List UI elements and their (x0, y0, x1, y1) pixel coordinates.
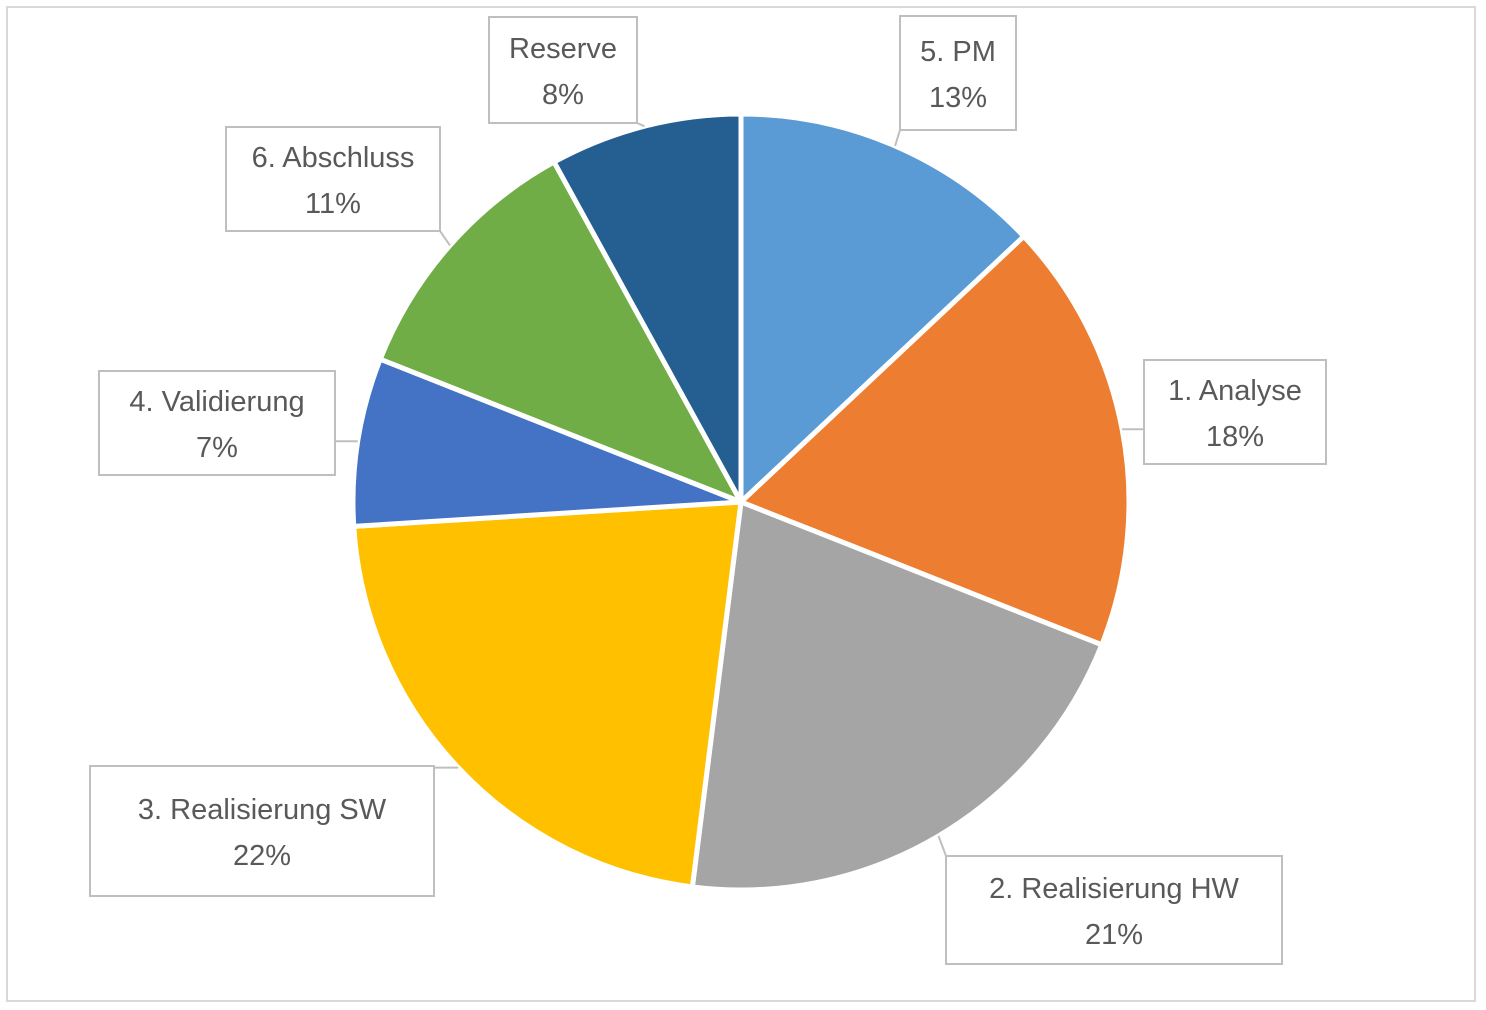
slice-name-label: 3. Realisierung SW (138, 794, 387, 826)
slice-name-label: 2. Realisierung HW (989, 873, 1239, 905)
slice-name-label: 5. PM (920, 36, 996, 68)
pie-slices (350, 111, 1132, 893)
pie-slice-2-realisierung-hw (689, 499, 1105, 893)
callout-reserve: Reserve 8% (488, 16, 645, 128)
callout-4-validierung: 4. Validierung 7% (98, 370, 358, 476)
callout-leader-line (636, 122, 645, 128)
callout-box (89, 765, 435, 897)
slice-percent-label: 18% (1206, 421, 1264, 453)
callout-leader-line (937, 835, 947, 857)
pie-slice-5-pm (738, 111, 1027, 505)
pie-slice-1-analyse (738, 233, 1132, 648)
callout-6-abschluss: 6. Abschluss 11% (225, 126, 451, 246)
callout-5-pm: 5. PM 13% (894, 15, 1017, 147)
callout-box (98, 370, 336, 476)
slice-name-label: 4. Validierung (129, 386, 304, 418)
slice-percent-label: 7% (196, 432, 238, 464)
pie-slice-3-realisierung-sw (351, 499, 744, 890)
slice-percent-label: 13% (929, 82, 987, 114)
pie-slice-reserve (551, 111, 744, 505)
pie-slice-4-validierung (350, 356, 744, 529)
callout-box (488, 16, 638, 124)
slice-percent-label: 22% (233, 840, 291, 872)
callout-1-analyse: 1. Analyse 18% (1122, 359, 1327, 465)
pie-slice-6-abschluss (377, 159, 744, 505)
callout-leader-line (439, 230, 451, 246)
callout-3-realisierung-sw: 3. Realisierung SW 22% (89, 765, 459, 897)
callout-leader-line (894, 129, 901, 147)
slice-name-label: 1. Analyse (1168, 375, 1302, 407)
callout-2-realisierung-hw: 2. Realisierung HW 21% (937, 835, 1283, 965)
callout-box (225, 126, 441, 232)
slice-percent-label: 11% (305, 188, 361, 220)
slice-name-label: Reserve (509, 33, 617, 65)
slice-percent-label: 21% (1085, 919, 1143, 951)
callout-box (1143, 359, 1327, 465)
callout-box (899, 15, 1017, 131)
slice-name-label: 6. Abschluss (252, 142, 415, 174)
slice-percent-label: 8% (542, 79, 584, 111)
callout-box (945, 855, 1283, 965)
